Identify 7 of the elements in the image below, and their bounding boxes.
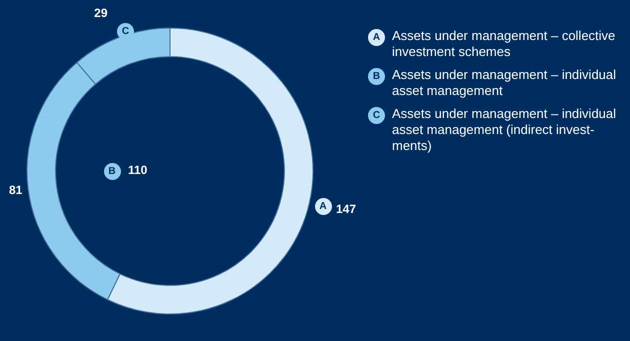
- legend-label: Assets under management – individual asset management (indirect invest-ments): [392, 106, 616, 153]
- text: 110: [128, 163, 148, 177]
- data-label: 81: [8, 183, 22, 198]
- data-label: 147: [336, 202, 356, 216]
- legend-label: Assets under management – individual asset management: [392, 67, 616, 98]
- data-label: 29: [94, 6, 108, 20]
- legend-label: Assets under management – collective investment schemes: [392, 28, 616, 59]
